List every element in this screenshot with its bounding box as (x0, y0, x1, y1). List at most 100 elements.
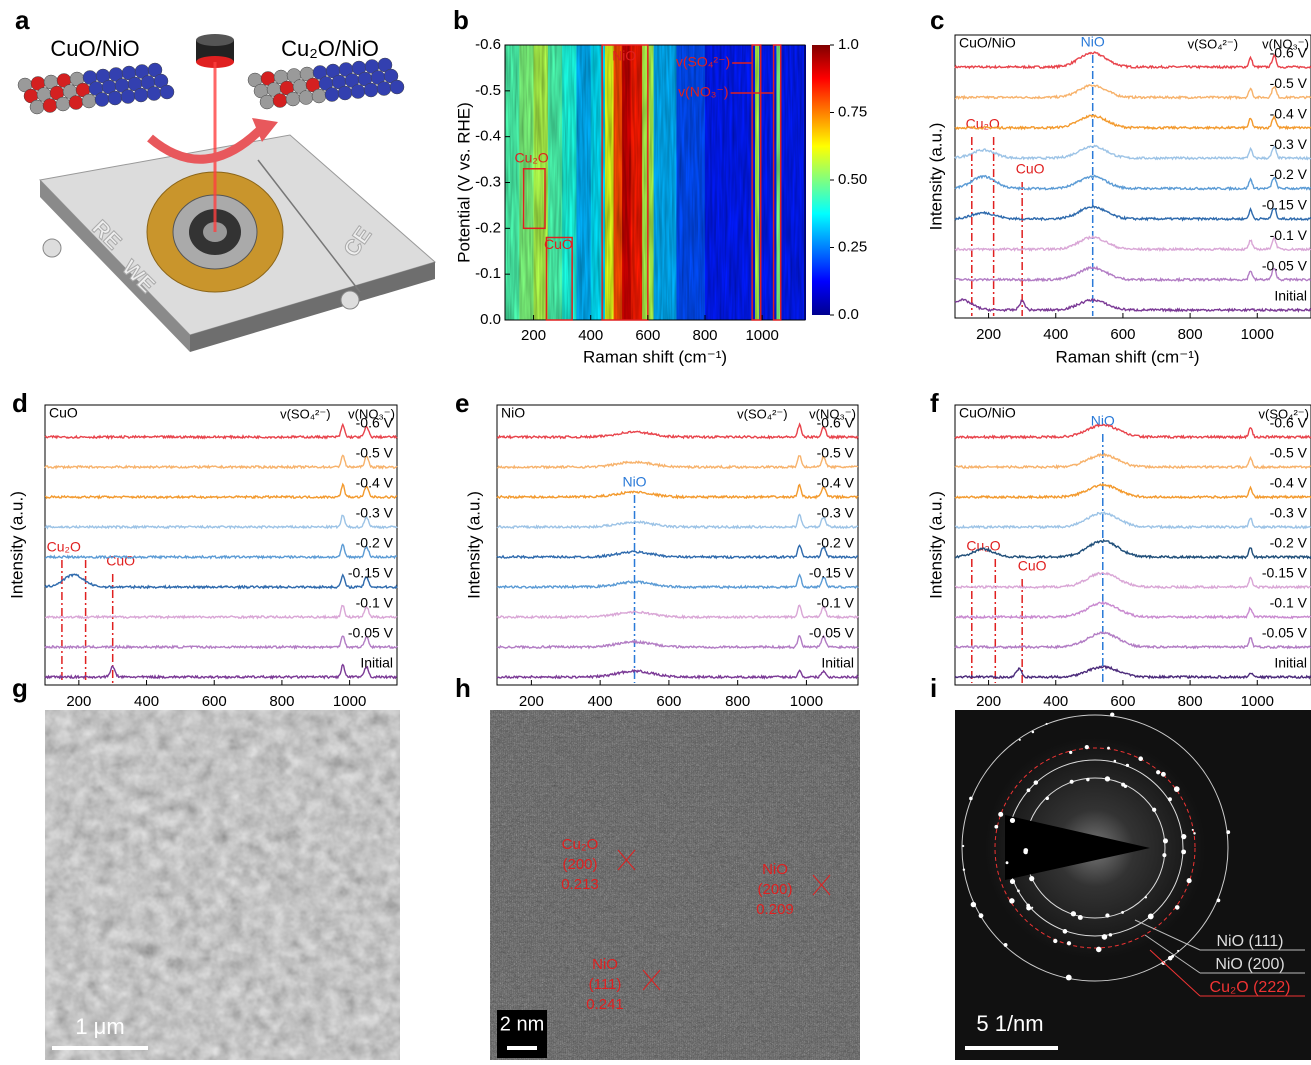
panel-b: bNiOCu₂OCuOv(SO₄²⁻)v(NO₃⁻)20040060080010… (453, 5, 867, 367)
atom (299, 91, 313, 105)
figure: a CuO/NiO Cu₂O/NiO RE WE CE bNiOCu₂OCuOv… (0, 0, 1311, 1060)
x-axis-label: Raman shift (cm⁻¹) (583, 347, 727, 366)
spot (1063, 929, 1068, 934)
region-label: v(SO₄²⁻) (676, 54, 730, 70)
spot (1102, 934, 1108, 940)
spectrum (497, 456, 858, 468)
atom (69, 96, 83, 110)
spot (1078, 915, 1083, 920)
annotation: NiO (1081, 34, 1105, 50)
panel-c: cNiOCu₂OCuO-0.6 V-0.5 V-0.4 V-0.3 V-0.2 … (926, 5, 1311, 367)
spectrum (955, 115, 1311, 129)
region-label: Cu₂O (514, 149, 548, 165)
y-axis-label: Intensity (a.u.) (926, 491, 945, 599)
spectrum (497, 636, 858, 648)
spectrum (45, 484, 397, 498)
spot (1161, 772, 1166, 777)
x-tick-label: 600 (1110, 693, 1135, 710)
panel-label: g (12, 673, 28, 703)
ring-label: NiO (200) (1215, 956, 1284, 973)
spot (1069, 751, 1072, 754)
atom (364, 83, 378, 97)
spectrum (955, 632, 1311, 648)
y-tick-label: 0.0 (480, 311, 501, 328)
spot (979, 913, 984, 918)
legend-label: -0.05 V (1262, 257, 1308, 273)
spot (1174, 786, 1180, 792)
spot (1070, 780, 1074, 784)
spot (1107, 747, 1110, 750)
spot (1086, 778, 1089, 781)
title-left: CuO/NiO (50, 36, 139, 61)
spot (1226, 830, 1230, 834)
atom (273, 94, 287, 108)
atom (121, 90, 135, 104)
panel-label: a (15, 5, 30, 35)
panel-i: i NiO (111) NiO (200) Cu₂O (222) 5 1/nm (930, 673, 1311, 1060)
sem-image (45, 710, 400, 1060)
legend-label: -0.5 V (356, 445, 394, 461)
spot (1105, 776, 1110, 781)
spot (1110, 712, 1114, 716)
legend-label: -0.1 V (1270, 595, 1308, 611)
legend-label: -0.4 V (1270, 475, 1308, 491)
legend-label: -0.05 V (348, 625, 394, 641)
legend-label: -0.5 V (1270, 445, 1308, 461)
y-axis-label: Intensity (a.u.) (464, 491, 483, 599)
panel-d: dCu₂OCuO-0.6 V-0.5 V-0.4 V-0.3 V-0.2 V-0… (7, 388, 397, 734)
panel-label: i (930, 673, 937, 703)
colorbar-tick-label: 0.0 (838, 306, 859, 323)
spectrum (45, 665, 397, 678)
spot (1162, 853, 1166, 857)
header-label: v(NO₃⁻) (1262, 36, 1309, 51)
panel-h: h 2 nm Cu₂O(200)0.213NiO(200)0.209NiO(11… (455, 673, 860, 1060)
spot (1085, 745, 1089, 749)
lattice-label: Cu₂O (562, 836, 599, 853)
x-tick-label: 1000 (1241, 326, 1274, 343)
spot (1053, 939, 1057, 943)
spot (1066, 975, 1072, 981)
x-tick-label: 800 (692, 327, 717, 344)
spot (1126, 764, 1129, 767)
spectrum (955, 237, 1311, 251)
y-tick-label: -0.2 (475, 219, 501, 236)
legend-label: -0.1 V (817, 595, 855, 611)
y-tick-label: -0.5 (475, 82, 501, 99)
legend-label: -0.3 V (1270, 505, 1308, 521)
atom (160, 85, 174, 99)
spectrum (497, 424, 858, 438)
scale-label: 1 μm (75, 1014, 124, 1039)
ring-label: NiO (111) (1217, 933, 1284, 950)
atom (351, 85, 365, 99)
annotation: NiO (622, 474, 646, 490)
spot (1010, 879, 1015, 884)
legend-label: -0.15 V (809, 565, 855, 581)
panel-label: d (12, 388, 28, 418)
x-tick-label: 200 (976, 693, 1001, 710)
spectrum (497, 545, 858, 558)
spectrum (45, 636, 397, 648)
x-tick-label: 800 (269, 693, 294, 710)
panel-label: b (453, 5, 469, 35)
spectrum (45, 455, 397, 468)
atom (312, 89, 326, 103)
spectrum (45, 574, 397, 588)
lattice-label: 0.213 (561, 876, 599, 893)
spot (1156, 770, 1160, 774)
laser-top (196, 34, 234, 46)
atom (377, 82, 391, 96)
atom (108, 91, 122, 105)
plot-frame (497, 405, 858, 685)
spot (1187, 878, 1192, 883)
atom (325, 88, 339, 102)
spectrum (497, 515, 858, 529)
spot (1109, 933, 1112, 936)
legend-label: -0.1 V (1270, 227, 1308, 243)
x-tick-label: 800 (1178, 326, 1203, 343)
y-axis-label: Intensity (a.u.) (7, 491, 26, 599)
title-right: Cu₂O/NiO (281, 36, 379, 61)
spot (1096, 947, 1102, 953)
panel-title: NiO (501, 405, 525, 421)
spot (1032, 731, 1035, 734)
legend-label: Initial (360, 655, 393, 671)
